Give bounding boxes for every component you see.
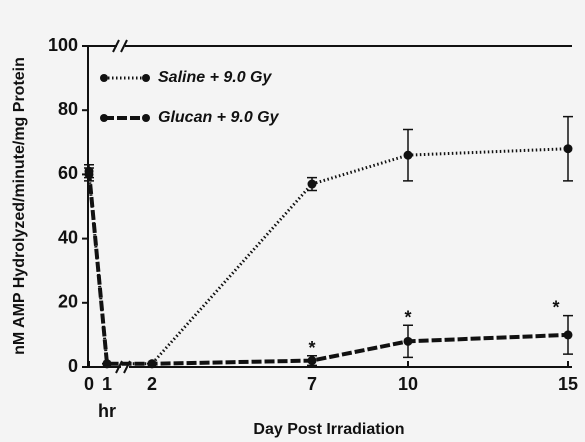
point [563,330,573,340]
x-tick-label: 15 [558,374,578,394]
x-tick-label: 0 [84,374,94,394]
point [84,166,94,176]
legend-marker [100,74,108,82]
hours-label: hr [98,401,116,421]
series-line [87,171,569,366]
x-tick-label: 2 [147,374,157,394]
y-tick-label: 100 [48,35,78,55]
legend-label: Glucan + 9.0 Gy [158,109,280,126]
point [403,150,413,160]
point [403,336,413,346]
y-axis-label: nM AMP Hydrolyzed/minute/mg Protein [11,57,28,355]
point [563,144,573,154]
legend-label: Saline + 9.0 Gy [158,69,273,86]
series-line [87,147,569,366]
point [307,356,317,366]
significance-marker: * [404,307,411,327]
y-tick-label: 40 [58,227,78,247]
significance-marker: * [308,338,315,358]
point [307,179,317,189]
x-tick-label: 1 [102,374,112,394]
axis-break [112,39,128,53]
y-tick-label: 80 [58,99,78,119]
x-tick-label: 10 [398,374,418,394]
significance-marker: * [552,298,559,318]
y-tick-label: 0 [68,356,78,376]
legend-marker [100,114,108,122]
legend-marker [142,114,150,122]
x-axis-label: Day Post Irradiation [253,421,404,438]
point [102,359,112,369]
legend-marker [142,74,150,82]
y-tick-label: 60 [58,163,78,183]
point [147,359,157,369]
x-tick-label: 7 [307,374,317,394]
y-tick-label: 20 [58,292,78,312]
